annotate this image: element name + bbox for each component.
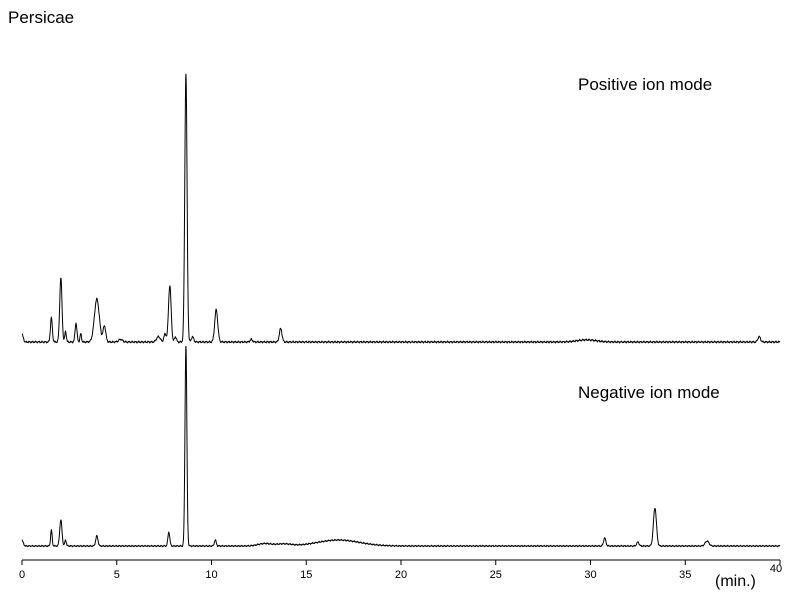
negative-ion-panel: Negative ion mode [21,346,781,548]
positive-ion-trace [21,73,781,344]
negative-ion-mode-label: Negative ion mode [578,383,720,402]
x-tick-label: 10 [205,569,217,581]
positive-ion-panel: Positive ion mode [21,73,781,344]
negative-ion-trace [21,346,781,548]
x-tick-label: 20 [395,569,407,581]
x-tick-label: 25 [490,569,502,581]
x-tick-label: 30 [584,569,596,581]
x-axis-unit-label: (min.) [715,573,756,590]
x-tick-label: 35 [679,569,691,581]
x-tick-label: 40 [770,563,782,575]
x-tick-label: 15 [300,569,312,581]
positive-ion-mode-label: Positive ion mode [578,75,712,94]
x-tick-label: 0 [19,569,25,581]
x-axis-ticks: 0 5 10 15 20 25 30 35 40 [19,560,782,581]
x-tick-label: 5 [114,569,120,581]
chart-title: Persicae [8,8,74,27]
x-axis: 0 5 10 15 20 25 30 35 40 (min.) [19,559,782,590]
